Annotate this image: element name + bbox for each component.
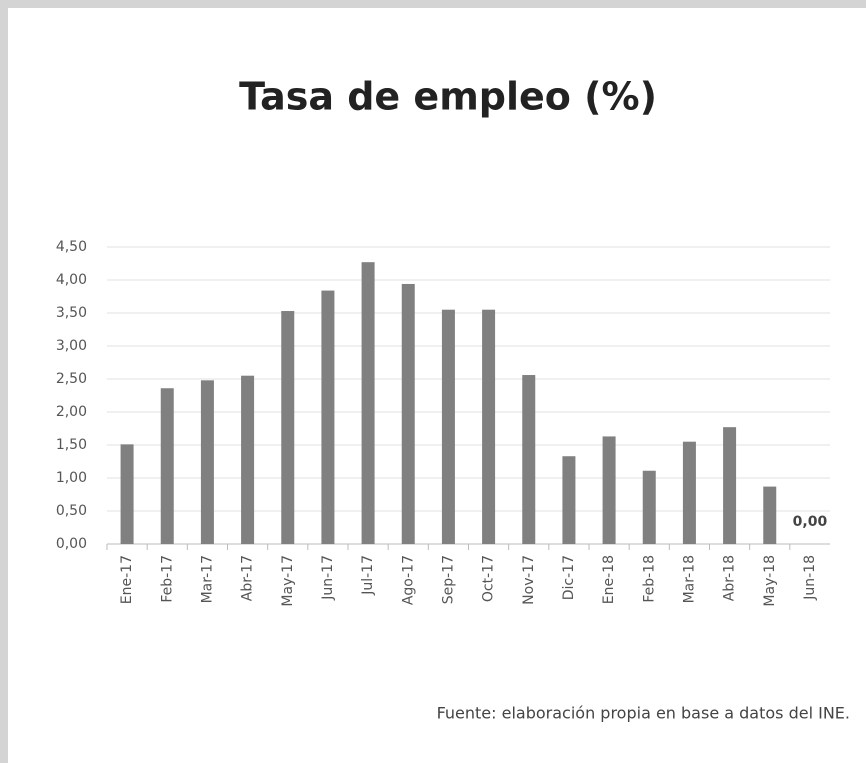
y-tick-label: 1,00: [56, 470, 87, 486]
bar: [482, 309, 496, 544]
x-tick-label: Abr-18: [722, 555, 738, 601]
y-tick-label: 1,50: [56, 437, 87, 453]
bar: [723, 427, 737, 544]
y-tick-label: 0,50: [56, 503, 87, 519]
x-tick-label: Ago-17: [400, 555, 416, 605]
bar: [281, 311, 295, 544]
x-tick-label: Mar-18: [681, 555, 697, 603]
x-tick-label: May-17: [280, 555, 296, 607]
y-tick-label: 3,50: [56, 305, 87, 321]
x-tick-label: Feb-17: [159, 555, 175, 603]
bar: [562, 456, 576, 544]
x-tick-label: Jul-17: [360, 555, 376, 596]
x-tick-label: Oct-17: [481, 555, 497, 602]
bar: [321, 290, 335, 544]
bar: [401, 283, 415, 544]
bar: [682, 441, 696, 544]
y-tick-label: 2,50: [56, 371, 87, 387]
bar: [602, 436, 616, 544]
x-tick-label: Ene-18: [601, 555, 617, 604]
bar: [763, 486, 777, 544]
y-tick-label: 4,00: [56, 272, 87, 288]
source-note: Fuente: elaboración propia en base a dat…: [437, 704, 850, 723]
x-tick-label: Dic-17: [561, 555, 577, 600]
x-tick-label: May-18: [762, 555, 778, 607]
bar: [241, 375, 255, 544]
x-tick-label: Nov-17: [521, 555, 537, 605]
x-tick-label: Jun-18: [802, 555, 818, 601]
bar: [361, 262, 375, 544]
bar: [120, 444, 134, 544]
y-tick-label: 2,00: [56, 404, 87, 420]
x-tick-label: Jun-17: [320, 555, 336, 601]
y-tick-label: 4,50: [56, 239, 87, 255]
x-tick-label: Ene-17: [119, 555, 135, 604]
y-tick-label: 3,00: [56, 338, 87, 354]
x-tick-label: Feb-18: [641, 555, 657, 603]
data-label: 0,00: [793, 514, 828, 530]
y-tick-label: 0,00: [56, 536, 87, 552]
x-tick-label: Sep-17: [440, 555, 456, 604]
bar: [522, 375, 536, 544]
bar: [160, 388, 174, 544]
bar: [200, 380, 214, 544]
x-tick-label: Mar-17: [199, 555, 215, 603]
bar: [441, 309, 455, 544]
chart-title: Tasa de empleo (%): [239, 75, 657, 119]
x-tick-label: Abr-17: [240, 555, 256, 601]
bar: [642, 470, 656, 544]
